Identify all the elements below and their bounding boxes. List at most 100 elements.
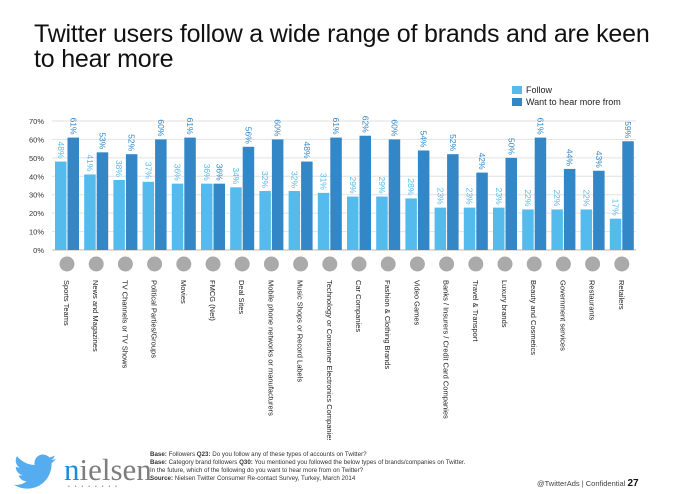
y-tick-label: 50% — [29, 154, 44, 163]
category-label: Banks / Insurers / Credit Card Companies — [442, 280, 451, 419]
data-label: 59% — [623, 121, 633, 138]
bar-follow — [317, 192, 330, 250]
bar-hear-more — [388, 139, 401, 250]
bar-hear-more — [155, 139, 167, 250]
bar-follow — [259, 191, 271, 250]
bar-hear-more — [417, 150, 430, 250]
category-label: Restaurants — [588, 280, 597, 321]
official-icon — [555, 256, 571, 272]
data-label: 50% — [506, 138, 516, 155]
confidential-page: @TwitterAds | Confidential 27 — [537, 478, 639, 489]
category-label: Travel & Transport — [471, 280, 480, 342]
handbag-icon — [497, 256, 513, 272]
bar-hear-more — [359, 135, 371, 250]
bar-follow — [405, 198, 417, 250]
data-label: 38% — [114, 160, 124, 177]
data-label: 48% — [56, 142, 66, 159]
y-tick-label: 10% — [29, 228, 44, 237]
data-label: 23% — [465, 188, 475, 205]
y-tick-label: 30% — [29, 191, 44, 200]
category-label: Retailers — [617, 280, 626, 310]
game-console-icon — [409, 256, 425, 272]
bar-hear-more — [301, 161, 313, 250]
legend-item-follow: Follow — [512, 84, 621, 96]
bar-hear-more — [593, 170, 605, 250]
bar-hear-more — [505, 157, 517, 250]
data-label: 61% — [185, 118, 195, 135]
data-label: 52% — [448, 134, 458, 151]
category-label: Beauty and Cosmetics — [529, 280, 538, 355]
bar-follow — [609, 218, 622, 250]
data-label: 37% — [143, 162, 153, 179]
film-reel-icon — [176, 256, 192, 272]
headphones-icon — [293, 256, 309, 272]
bar-hear-more — [242, 146, 255, 250]
data-label: 31% — [319, 173, 329, 190]
tv-icon — [117, 256, 133, 272]
data-label: 28% — [406, 178, 416, 195]
legend-label-follow: Follow — [526, 85, 553, 95]
bar-hear-more — [447, 154, 459, 250]
bar-hear-more — [534, 137, 547, 250]
data-label: 62% — [360, 116, 370, 133]
y-tick-label: 60% — [29, 135, 44, 144]
data-label: 60% — [273, 119, 283, 136]
legend-swatch-hear-more — [512, 98, 522, 106]
footer: nielsen •••••••• Base: Followers Q23: Do… — [0, 448, 676, 494]
fork-knife-icon — [585, 256, 601, 272]
car-icon — [351, 256, 367, 272]
y-tick-label: 70% — [29, 117, 44, 126]
data-label: 61% — [331, 118, 341, 135]
newspaper-icon — [88, 256, 104, 272]
category-label: Deal Sites — [237, 280, 246, 314]
shopping-bag-icon — [614, 256, 630, 272]
category-label: News and Magazines — [91, 280, 100, 352]
data-label: 34% — [231, 167, 241, 184]
bar-follow — [376, 196, 388, 250]
bar-follow — [347, 196, 359, 250]
bar-follow — [230, 187, 242, 250]
category-label: TV Channels or TV Shows — [120, 280, 129, 368]
survey-notes: Base: Followers Q23: Do you follow any o… — [150, 451, 466, 482]
data-label: 17% — [611, 199, 621, 216]
category-label: Mobile phone networks or manufacturers — [266, 280, 275, 416]
category-label: Government services — [558, 280, 567, 351]
bar-hear-more — [330, 137, 342, 250]
data-label: 36% — [214, 164, 224, 181]
data-label: 52% — [127, 134, 137, 151]
category-label: Sports Teams — [62, 280, 71, 326]
trophy-icon — [59, 256, 75, 272]
slide-title: Twitter users follow a wide range of bra… — [34, 20, 650, 73]
nielsen-logo-dots: •••••••• — [68, 484, 123, 490]
data-label: 22% — [552, 189, 562, 206]
category-label: Music Shops or Record Labels — [296, 280, 305, 382]
bar-hear-more — [213, 183, 225, 250]
bar-hear-more — [563, 168, 576, 250]
bank-icon — [439, 256, 455, 272]
data-label: 61% — [535, 118, 545, 135]
data-label: 42% — [477, 153, 487, 170]
legend-swatch-follow — [512, 86, 522, 94]
category-label: Fashion & Clothing Brands — [383, 280, 392, 369]
nielsen-logo: nielsen — [64, 452, 152, 487]
bar-follow — [142, 181, 155, 250]
data-label: 60% — [156, 119, 166, 136]
twitter-bird-logo — [14, 454, 56, 489]
data-label: 53% — [97, 132, 107, 149]
y-tick-label: 20% — [29, 209, 44, 218]
bar-hear-more — [271, 139, 284, 250]
piggy-bank-icon — [234, 256, 250, 272]
data-label: 56% — [243, 127, 253, 144]
bar-follow — [522, 209, 534, 250]
legend-label-hear-more: Want to hear more from — [526, 97, 621, 107]
bar-follow — [55, 161, 67, 250]
data-label: 23% — [494, 188, 504, 205]
data-label: 54% — [419, 130, 429, 147]
bar-follow — [551, 209, 563, 250]
bar-follow — [201, 183, 213, 250]
bar-follow — [113, 179, 125, 250]
data-label: 29% — [377, 177, 387, 194]
data-label: 44% — [565, 149, 575, 166]
data-label: 22% — [523, 189, 533, 206]
data-label: 22% — [581, 189, 591, 206]
